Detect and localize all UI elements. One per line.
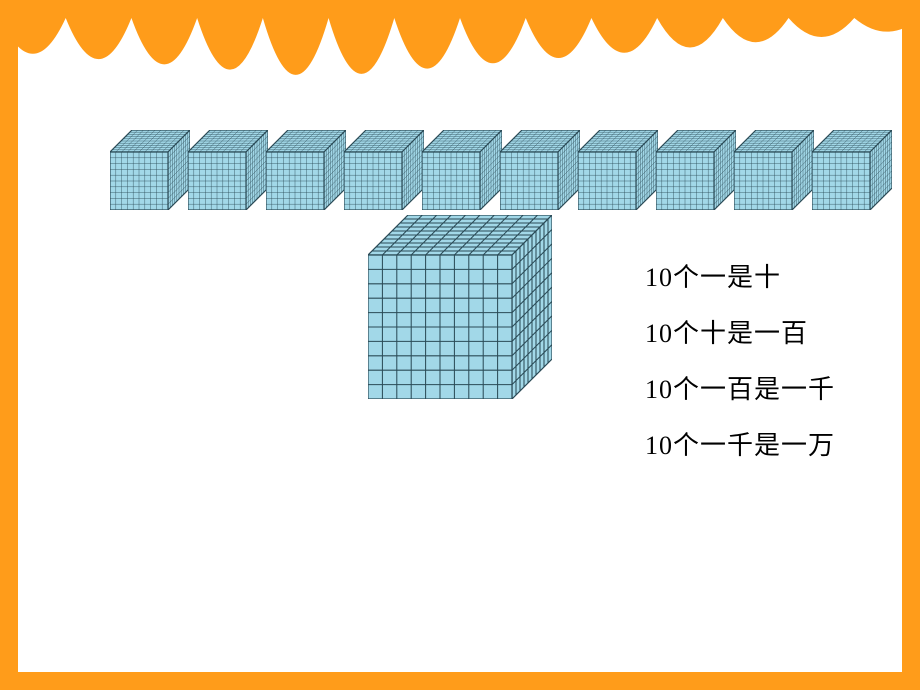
- text-line-4: 10个一千是一万: [645, 433, 835, 459]
- small-cube: [344, 130, 422, 220]
- cube-row: [110, 130, 890, 220]
- small-cube: [188, 130, 266, 220]
- slide-stage: 10个一是十 10个十是一百 10个一百是一千 10个一千是一万: [0, 0, 920, 690]
- text-line-2: 10个十是一百: [645, 321, 835, 347]
- small-cube: [656, 130, 734, 220]
- small-cube: [812, 130, 890, 220]
- small-cube: [500, 130, 578, 220]
- small-cube: [266, 130, 344, 220]
- place-value-text: 10个一是十 10个十是一百 10个一百是一千 10个一千是一万: [645, 265, 835, 489]
- text-line-3: 10个一百是一千: [645, 377, 835, 403]
- small-cube: [110, 130, 188, 220]
- small-cube: [734, 130, 812, 220]
- text-line-1: 10个一是十: [645, 265, 835, 291]
- big-cube: [368, 215, 552, 404]
- small-cube: [422, 130, 500, 220]
- small-cube: [578, 130, 656, 220]
